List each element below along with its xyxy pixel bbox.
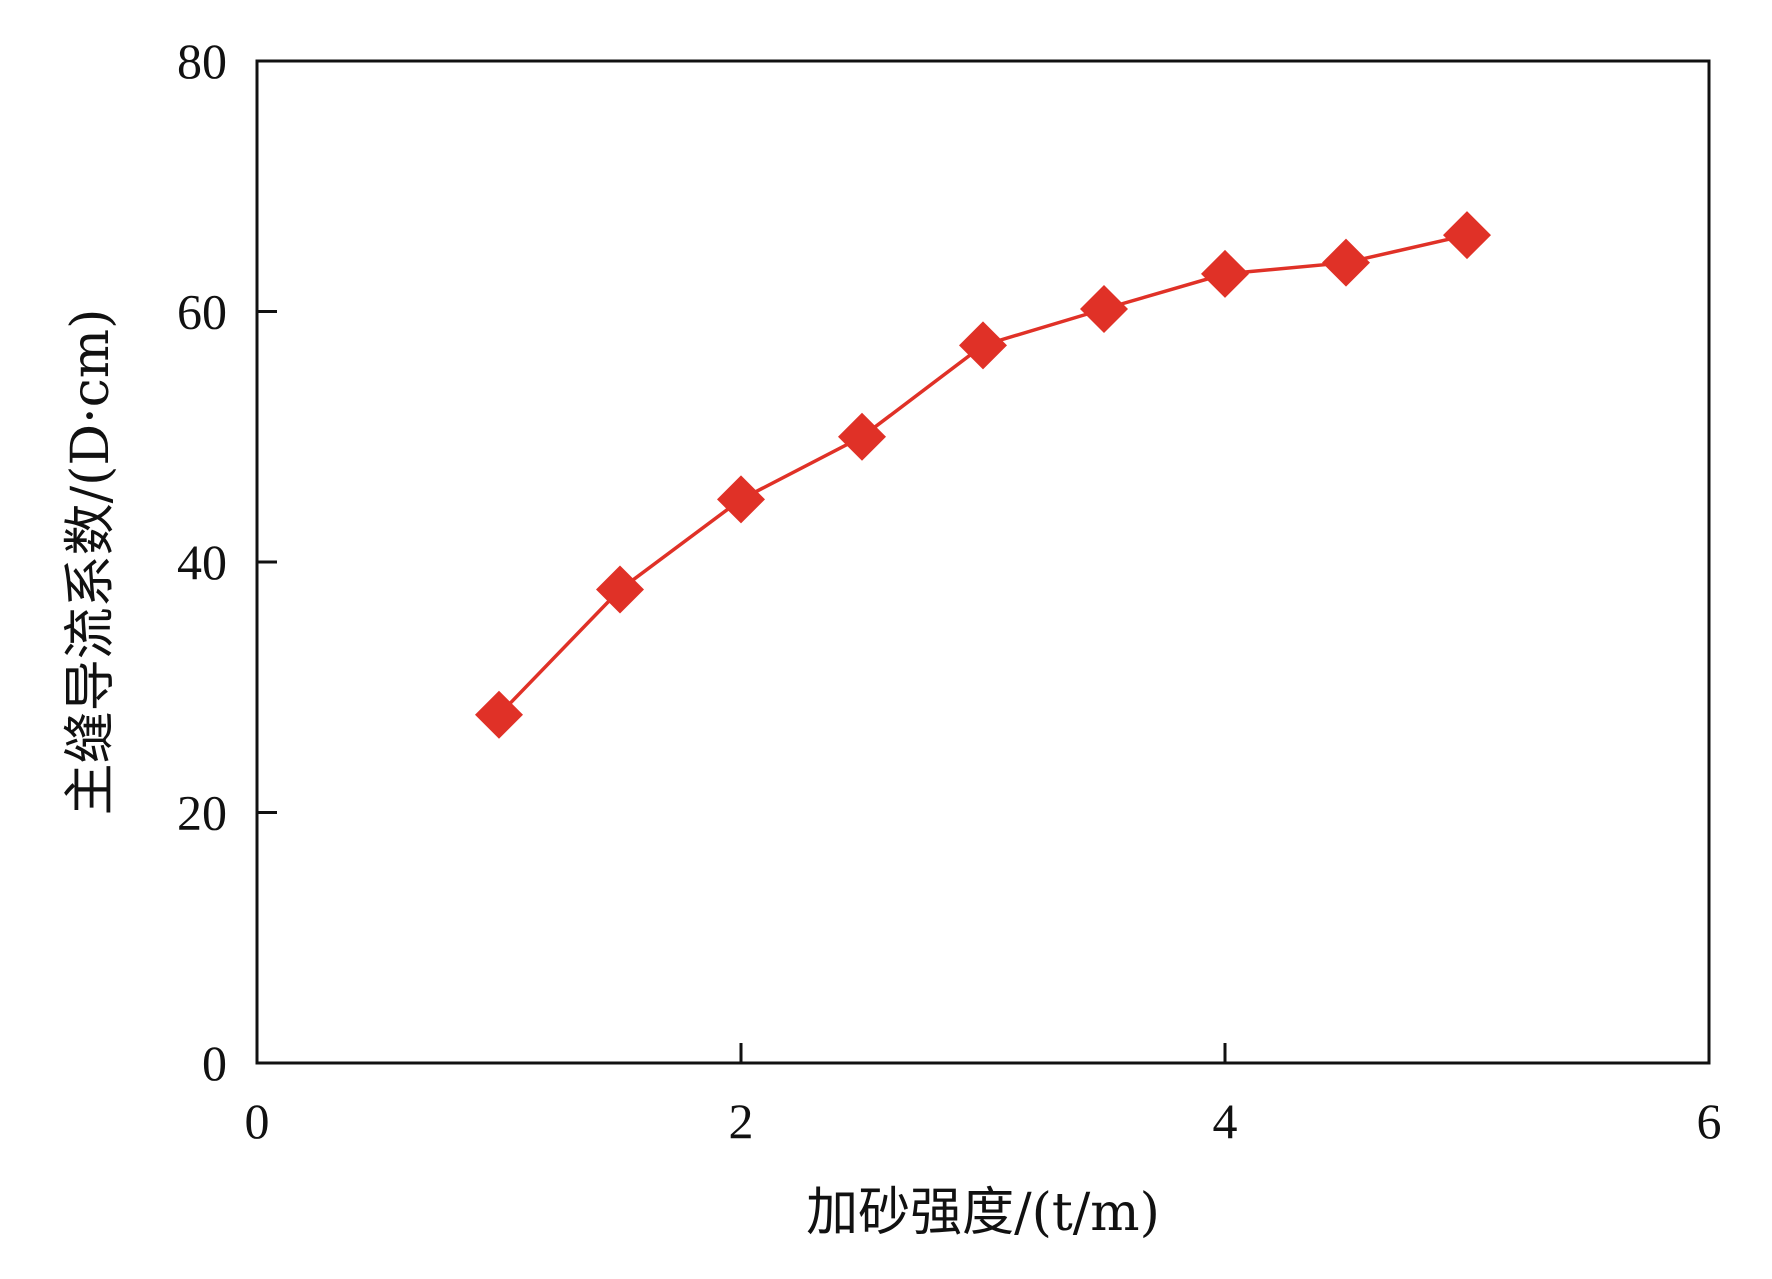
data-point bbox=[1443, 211, 1491, 260]
series-line bbox=[497, 233, 1468, 717]
series-layer bbox=[475, 211, 1491, 739]
x-axis-ticks: 0 2 4 6 bbox=[245, 1043, 1722, 1149]
y-axis-ticks: 0 20 40 60 80 bbox=[177, 33, 277, 1091]
x-tick-label: 2 bbox=[729, 1093, 754, 1149]
y-tick-label: 80 bbox=[177, 33, 227, 89]
y-tick-label: 20 bbox=[177, 785, 227, 841]
data-point bbox=[717, 475, 765, 524]
y-tick-label: 40 bbox=[177, 534, 227, 590]
y-axis-title: 主缝导流系数/(D·cm) bbox=[61, 309, 121, 816]
data-point bbox=[959, 321, 1007, 370]
data-point bbox=[596, 565, 644, 614]
data-point bbox=[1080, 284, 1128, 333]
x-tick-label: 4 bbox=[1213, 1093, 1238, 1149]
x-tick-label: 6 bbox=[1697, 1093, 1722, 1149]
y-tick-label: 60 bbox=[177, 284, 227, 340]
y-tick-label: 0 bbox=[202, 1035, 227, 1091]
x-axis-title: 加砂强度/(t/m) bbox=[806, 1183, 1160, 1243]
data-point bbox=[838, 412, 886, 461]
data-point bbox=[1201, 249, 1249, 298]
x-tick-label: 0 bbox=[245, 1093, 270, 1149]
plot-frame bbox=[255, 59, 1711, 1065]
data-point bbox=[1322, 238, 1370, 287]
data-point bbox=[475, 690, 523, 739]
